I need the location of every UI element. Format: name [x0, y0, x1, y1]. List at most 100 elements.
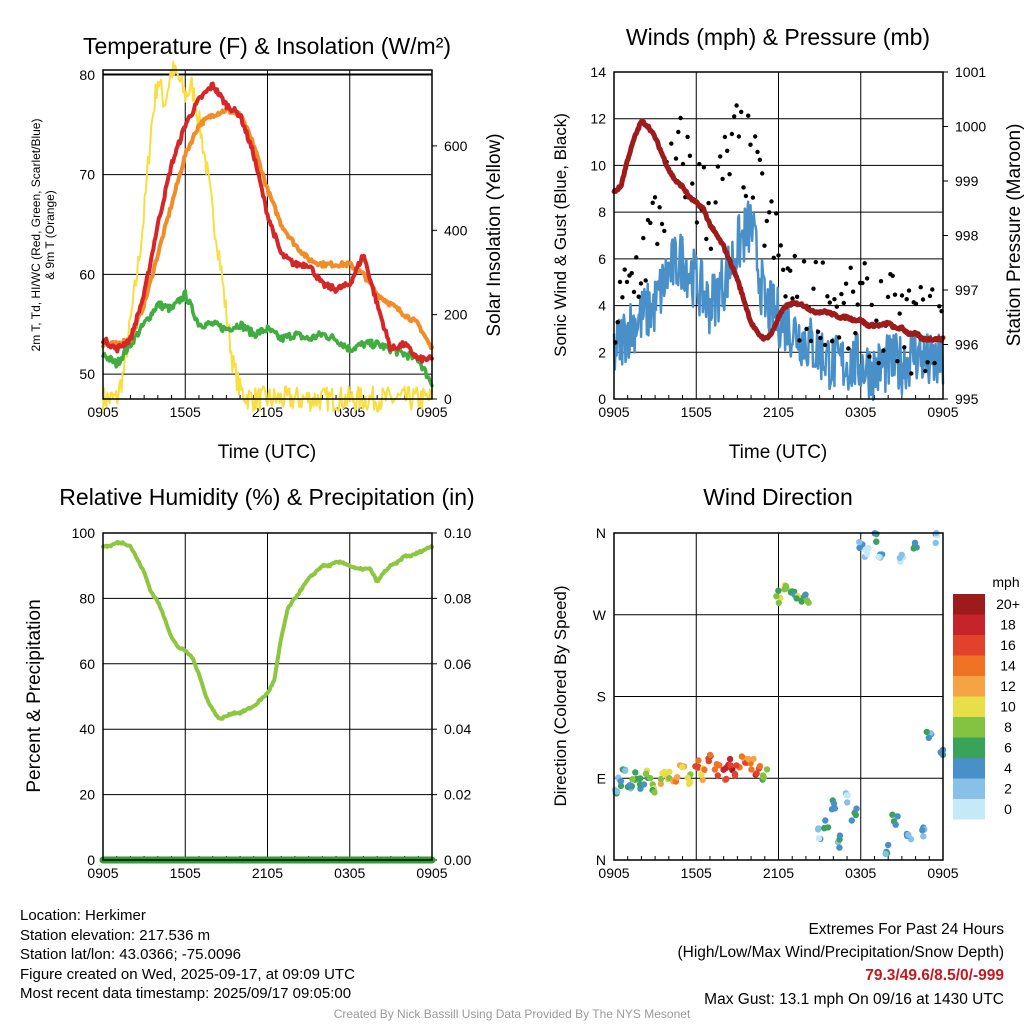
gust-point	[713, 200, 718, 205]
direction-point	[802, 591, 809, 598]
gust-point	[904, 297, 909, 302]
wind-xtick: 0905	[927, 404, 958, 420]
gust-point	[755, 149, 760, 155]
rh-ytick: 20	[79, 787, 95, 803]
wind-xtick: 2105	[763, 404, 794, 420]
legend-label: 12	[1000, 678, 1016, 694]
gust-point	[792, 253, 797, 259]
dir-xtick: 0905	[598, 865, 629, 881]
direction-point	[885, 841, 892, 849]
direction-point	[775, 587, 782, 594]
direction-point	[853, 805, 860, 812]
legend-swatch	[953, 676, 985, 697]
legend-swatch	[953, 614, 985, 635]
gust-point	[869, 302, 874, 308]
rh-ytick: 40	[79, 721, 95, 737]
pressure-line	[611, 118, 946, 343]
gust-point	[778, 243, 783, 248]
gust-point	[629, 271, 634, 276]
gust-point	[727, 172, 732, 177]
legend-title: mph	[992, 574, 1019, 590]
direction-point	[753, 770, 760, 777]
gust-point	[722, 134, 728, 140]
gust-point	[867, 354, 872, 359]
sonic-wind-line	[612, 200, 945, 402]
rh-y2tick: 0.08	[444, 590, 471, 606]
direction-point	[863, 550, 871, 558]
gust-point	[804, 326, 809, 332]
temp-y2tick: 200	[444, 307, 468, 323]
gust-point	[885, 294, 891, 300]
direction-point	[844, 799, 851, 806]
direction-point	[923, 728, 930, 736]
gust-point	[715, 164, 721, 169]
gust-point	[643, 278, 648, 283]
gust-point	[676, 129, 681, 135]
direction-point	[699, 776, 706, 784]
direction-point	[651, 789, 658, 796]
gust-point	[860, 280, 865, 286]
gust-point	[822, 342, 828, 348]
elevation-text: Station elevation: 217.536 m	[20, 926, 211, 944]
legend-label: 0	[1004, 801, 1012, 817]
legend-swatch	[953, 594, 985, 615]
direction-point	[679, 763, 686, 771]
dir-ytick: W	[593, 607, 607, 623]
direction-point	[892, 821, 899, 828]
direction-point	[830, 800, 838, 807]
location-text: Location: Herkimer	[20, 907, 146, 924]
gust-point	[641, 235, 646, 241]
gust-point	[909, 371, 914, 376]
direction-point	[824, 824, 832, 831]
direction-point	[684, 774, 691, 782]
gust-point	[725, 148, 730, 153]
gust-point	[757, 157, 763, 162]
temp-ytick: 70	[79, 167, 95, 183]
dir-xtick: 1505	[681, 865, 712, 881]
direction-point	[773, 593, 780, 600]
gust-point	[937, 304, 942, 309]
direction-point	[613, 788, 621, 795]
direction-point	[695, 757, 702, 764]
gust-point	[783, 294, 788, 299]
gust-point	[655, 241, 660, 247]
direction-point	[815, 825, 822, 832]
gust-point	[797, 338, 802, 343]
wind-ytick: 14	[590, 64, 606, 80]
gust-point	[834, 304, 839, 309]
direction-point	[711, 766, 719, 773]
gust-point	[808, 338, 814, 344]
direction-point	[925, 734, 932, 741]
gust-point	[764, 218, 769, 224]
wind-ytick: 6	[598, 251, 606, 267]
legend-swatch	[953, 799, 985, 820]
dir-ytick: N	[596, 852, 606, 868]
gust-point	[743, 193, 749, 199]
gust-point	[881, 348, 886, 353]
temp-ytick: 80	[79, 67, 95, 83]
direction-point	[617, 782, 625, 790]
rh-xtick: 1505	[170, 865, 201, 881]
gust-point	[685, 134, 690, 140]
gust-point	[657, 205, 662, 210]
wind-ytick: 8	[598, 204, 606, 220]
direction-point	[775, 599, 782, 607]
gust-point	[895, 359, 900, 364]
gust-point	[923, 368, 928, 374]
direction-title: Wind Direction	[703, 484, 853, 510]
rh-ytick: 100	[72, 525, 96, 541]
direction-point	[629, 776, 636, 783]
direction-point	[716, 762, 723, 769]
direction-point	[759, 772, 767, 779]
gust-point	[769, 199, 774, 204]
temperature-panel: 0905 1505 2105 0305 0905506070800200400600Te…	[29, 33, 505, 463]
gust-point	[631, 289, 637, 295]
direction-point	[733, 762, 740, 769]
temp-y2tick: 400	[444, 222, 468, 238]
gust-point	[704, 236, 709, 242]
rh-xtick: 0305	[334, 865, 365, 881]
gust-point	[741, 185, 746, 190]
rh-xtick: 2105	[252, 865, 283, 881]
legend-swatch	[953, 696, 985, 717]
